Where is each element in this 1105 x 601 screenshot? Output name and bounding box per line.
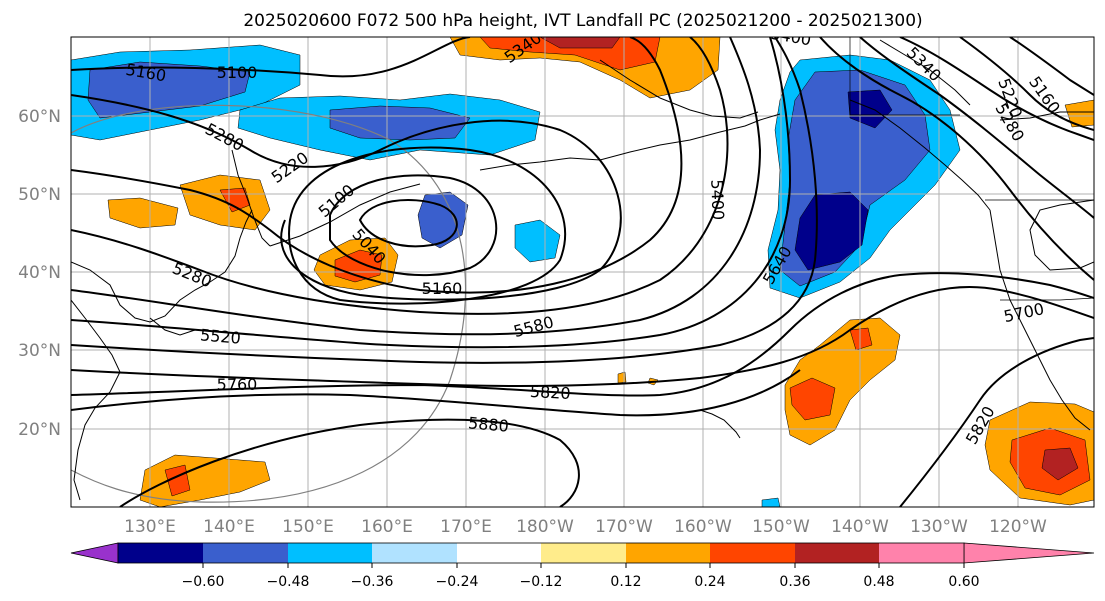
lon-label: 160°W	[674, 517, 732, 537]
colorbar-swatch	[203, 543, 288, 563]
colorbar-tick-label: 0.60	[948, 574, 979, 590]
strong-negative-region-north-band	[329, 105, 471, 141]
colorbar: −0.60 −0.48 −0.36 −0.24 −0.12 0.12 0.24 …	[70, 542, 1095, 590]
lat-label: 20°N	[18, 420, 61, 440]
colorbar-tick-label: 0.12	[610, 574, 641, 590]
peak-positive-region-southeast	[1041, 447, 1079, 481]
contour-label: 5160	[422, 279, 463, 298]
lon-label: 180°W	[516, 517, 574, 537]
contour-label: 5880	[467, 413, 509, 435]
lon-label: 160°E	[361, 517, 413, 537]
figure-title: 2025020600 F072 500 hPa height, IVT Land…	[243, 11, 922, 31]
strong-positive-region-subtropical-north	[849, 327, 873, 351]
longitude-axis: 130°E 140°E 150°E 160°E 170°E 180°W 170°…	[124, 517, 1047, 537]
lon-label: 120°W	[989, 517, 1047, 537]
colorbar-tick-label: −0.24	[436, 574, 479, 590]
colorbar-low-extend	[70, 542, 119, 564]
strong-positive-region-subtropical	[789, 377, 836, 421]
lon-label: 140°E	[203, 517, 255, 537]
map-panel: 5100 5160 5280 5220 5100 5040 5160 5280 …	[70, 36, 1095, 508]
colorbar-tick-label: −0.60	[182, 574, 225, 590]
lon-label: 130°W	[910, 517, 968, 537]
lat-label: 60°N	[18, 107, 61, 127]
colorbar-tick-label: −0.12	[520, 574, 563, 590]
contour-label: 5520	[199, 325, 241, 347]
colorbar-swatch	[118, 543, 203, 563]
map-frame	[70, 36, 1095, 508]
colorbar-tick-label: 0.48	[863, 574, 894, 590]
deep-negative-region-east	[794, 191, 869, 271]
colorbar-high-extend	[963, 542, 1095, 564]
height-contours	[71, 37, 1094, 507]
contour-label: 5760	[217, 375, 258, 394]
colorbar-swatch	[795, 543, 879, 563]
contour-label: 5400	[707, 179, 727, 220]
colorbar-swatch	[457, 543, 541, 563]
colorbar-tick-label: 0.36	[779, 574, 810, 590]
negative-spot-south	[761, 497, 781, 507]
positive-spot-a	[617, 371, 627, 384]
colorbar-tick-label: −0.36	[351, 574, 394, 590]
positive-region-northeast-edge	[1064, 99, 1094, 128]
strong-negative-region-nw	[87, 61, 251, 119]
colorbar-swatch	[288, 543, 372, 563]
lon-label: 150°E	[282, 517, 334, 537]
colorbar-tick-label: −0.48	[267, 574, 310, 590]
contour-label: 5820	[529, 382, 571, 403]
colorbar-swatch	[626, 543, 710, 563]
peak-positive-region-north	[539, 37, 621, 49]
colorbar-tick-label: 0.24	[694, 574, 725, 590]
lon-label: 170°W	[595, 517, 653, 537]
colorbar-swatch	[541, 543, 626, 563]
colorbar-swatch	[710, 543, 795, 563]
lon-label: 140°W	[831, 517, 889, 537]
negative-region-small	[514, 219, 561, 263]
colorbar-swatch	[372, 543, 457, 563]
latitude-axis: 60°N 50°N 40°N 30°N 20°N	[18, 107, 61, 440]
lat-label: 30°N	[18, 341, 61, 361]
reference-circle	[71, 104, 467, 503]
colorbar-swatch	[879, 543, 964, 563]
coastlines	[71, 39, 1094, 501]
colorbar-ticks	[202, 563, 965, 568]
borders	[849, 37, 1094, 301]
lat-label: 40°N	[18, 263, 61, 283]
strong-positive-region-north	[479, 37, 661, 71]
lat-label: 50°N	[18, 185, 61, 205]
contour-label: 5100	[217, 63, 258, 82]
positive-region-west	[107, 197, 179, 229]
lon-label: 130°E	[124, 517, 176, 537]
lon-label: 170°E	[440, 517, 492, 537]
strong-positive-region-central	[334, 249, 383, 283]
lon-label: 150°W	[752, 517, 810, 537]
